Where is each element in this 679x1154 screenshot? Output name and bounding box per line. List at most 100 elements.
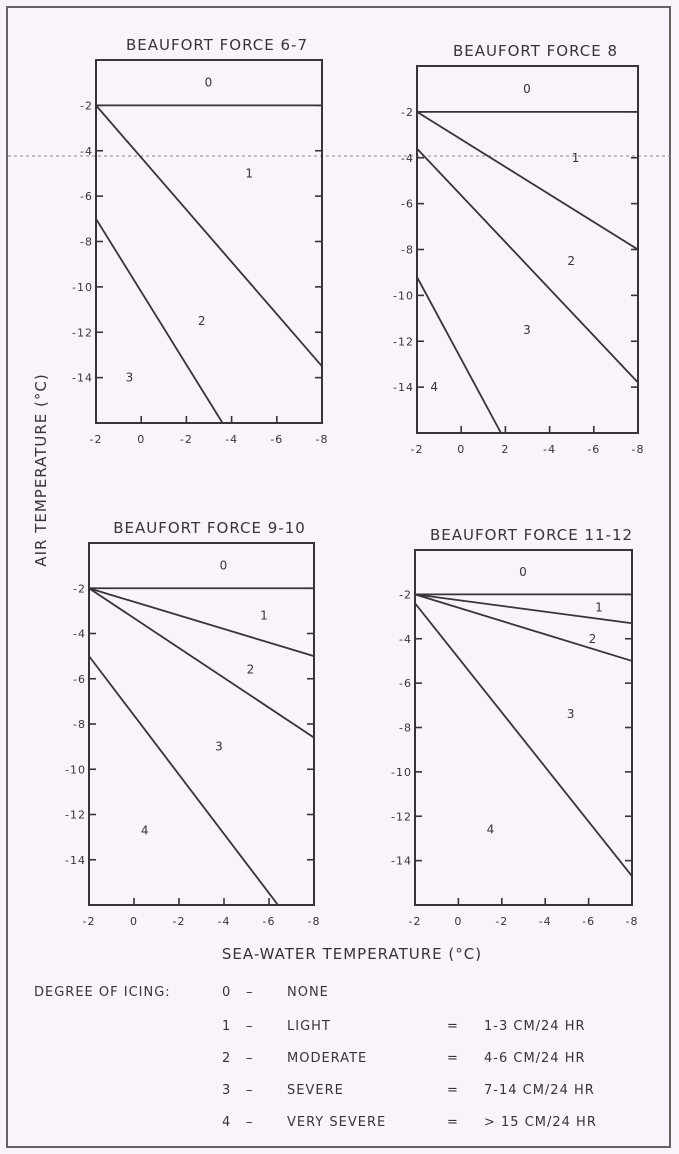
y-tick-label: -12 bbox=[391, 810, 412, 823]
boundary-line-2 bbox=[416, 111, 639, 251]
x-tick-label: -2 bbox=[411, 443, 424, 456]
x-tick-label: 0 bbox=[137, 433, 145, 446]
chart-title: BEAUFORT FORCE 8 bbox=[453, 42, 618, 60]
y-tick-label: -4 bbox=[80, 145, 93, 158]
x-tick-label: -2 bbox=[180, 433, 193, 446]
y-tick-label: -2 bbox=[80, 99, 93, 112]
legend-equals: = bbox=[447, 1019, 459, 1034]
region-label: 1 bbox=[572, 151, 581, 165]
legend-dash: – bbox=[246, 1115, 254, 1130]
chart-panel-2: BEAUFORT FORCE 8 -2 -4 -6 -8 -10 -12 -14 -2 0 2 -4 -… bbox=[393, 42, 645, 456]
legend-heading: DEGREE OF ICING: bbox=[34, 985, 171, 1000]
chart-panel-1: BEAUFORT FORCE 6-7 -2 -4 -6 -8 -10 -12 -14 -2 0 -2… bbox=[72, 36, 329, 446]
legend-level-name: LIGHT bbox=[287, 1019, 331, 1034]
region-label: 3 bbox=[523, 323, 532, 337]
region-label: 2 bbox=[567, 254, 576, 268]
y-tick-label: -14 bbox=[72, 372, 93, 385]
x-tick-label: -4 bbox=[225, 433, 238, 446]
x-tick-label: -2 bbox=[409, 915, 422, 928]
boundary-line-4 bbox=[88, 655, 279, 906]
plot-frame bbox=[95, 59, 323, 424]
legend-code: 4 bbox=[222, 1115, 232, 1130]
x-tick-label: -6 bbox=[587, 443, 600, 456]
region-label: 4 bbox=[141, 823, 150, 837]
y-tick-label: -8 bbox=[399, 722, 412, 735]
boundary-line-3 bbox=[88, 587, 315, 739]
boundary-line-3 bbox=[416, 147, 639, 384]
x-tick-label: 0 bbox=[454, 915, 462, 928]
region-label: 4 bbox=[487, 823, 496, 837]
y-tick-label: -4 bbox=[399, 633, 412, 646]
legend-code: 0 bbox=[222, 985, 232, 1000]
boundary-line-3 bbox=[414, 593, 633, 662]
x-tick-label: -6 bbox=[270, 433, 283, 446]
region-label: 3 bbox=[567, 707, 576, 721]
figure-frame bbox=[6, 6, 671, 1148]
y-tick-label: -10 bbox=[391, 766, 412, 779]
region-label: 2 bbox=[589, 632, 598, 646]
legend-level-name: NONE bbox=[287, 985, 329, 1000]
region-label: 0 bbox=[519, 565, 528, 579]
x-tick-label: -4 bbox=[543, 443, 556, 456]
x-tick-label: -8 bbox=[316, 433, 329, 446]
y-tick-label: -6 bbox=[73, 673, 86, 686]
y-tick-label: -2 bbox=[73, 582, 86, 595]
region-label: 4 bbox=[430, 380, 439, 394]
region-label: 2 bbox=[198, 314, 207, 328]
region-label: 0 bbox=[220, 559, 229, 573]
y-tick-label: -8 bbox=[73, 718, 86, 731]
x-tick-label: -4 bbox=[539, 915, 552, 928]
plot-frame bbox=[416, 65, 639, 434]
y-tick-label: -14 bbox=[65, 854, 86, 867]
region-label: 1 bbox=[260, 608, 269, 622]
region-label: 0 bbox=[523, 82, 532, 96]
y-tick-label: -6 bbox=[401, 198, 414, 211]
region-label: 0 bbox=[205, 76, 214, 90]
y-tick-label: -12 bbox=[393, 335, 414, 348]
x-tick-label: 2 bbox=[501, 443, 509, 456]
y-tick-label: -12 bbox=[65, 809, 86, 822]
y-tick-label: -4 bbox=[73, 628, 86, 641]
legend-rate: 1-3 CM/24 HR bbox=[484, 1019, 586, 1034]
x-tick-label: -2 bbox=[90, 433, 103, 446]
legend-rate: 7-14 CM/24 HR bbox=[484, 1083, 595, 1098]
x-tick-label: -4 bbox=[218, 915, 231, 928]
y-tick-label: -2 bbox=[401, 106, 414, 119]
y-axis-label: AIR TEMPERATURE (°C) bbox=[32, 373, 50, 566]
x-tick-label: 0 bbox=[130, 915, 138, 928]
boundary-line-2 bbox=[95, 104, 323, 367]
y-tick-label: -8 bbox=[80, 236, 93, 249]
boundary-line-4 bbox=[414, 602, 633, 877]
y-tick-label: -10 bbox=[72, 281, 93, 294]
legend-dash: – bbox=[246, 1051, 254, 1066]
chart-title: BEAUFORT FORCE 9-10 bbox=[113, 519, 306, 537]
y-tick-label: -10 bbox=[393, 289, 414, 302]
legend-level-name: MODERATE bbox=[287, 1051, 368, 1066]
x-axis-label: SEA-WATER TEMPERATURE (°C) bbox=[222, 945, 482, 963]
legend-dash: – bbox=[246, 1083, 254, 1098]
x-tick-label: -6 bbox=[582, 915, 595, 928]
y-tick-label: -10 bbox=[65, 763, 86, 776]
boundary-line-4 bbox=[416, 276, 502, 434]
region-label: 3 bbox=[215, 740, 224, 754]
region-label: 3 bbox=[126, 371, 135, 385]
x-tick-label: -2 bbox=[495, 915, 508, 928]
legend-code: 3 bbox=[222, 1083, 232, 1098]
legend-equals: = bbox=[447, 1115, 459, 1130]
legend-level-name: SEVERE bbox=[287, 1083, 344, 1098]
y-tick-label: -8 bbox=[401, 244, 414, 257]
boundary-line-3 bbox=[95, 218, 224, 424]
x-tick-label: -8 bbox=[632, 443, 645, 456]
chart-title: BEAUFORT FORCE 11-12 bbox=[430, 526, 633, 544]
x-tick-label: -8 bbox=[626, 915, 639, 928]
chart-panel-3: BEAUFORT FORCE 9-10 -2 -4 -6 -8 -10 -12 -14 -2 0 -… bbox=[65, 519, 319, 928]
y-tick-label: -12 bbox=[72, 326, 93, 339]
x-tick-label: -2 bbox=[83, 915, 96, 928]
region-label: 1 bbox=[595, 601, 604, 615]
x-tick-label: 0 bbox=[457, 443, 465, 456]
legend-level-name: VERY SEVERE bbox=[287, 1115, 387, 1130]
boundary-line-2 bbox=[414, 593, 633, 625]
x-tick-label: -6 bbox=[263, 915, 276, 928]
y-tick-label: -6 bbox=[399, 677, 412, 690]
